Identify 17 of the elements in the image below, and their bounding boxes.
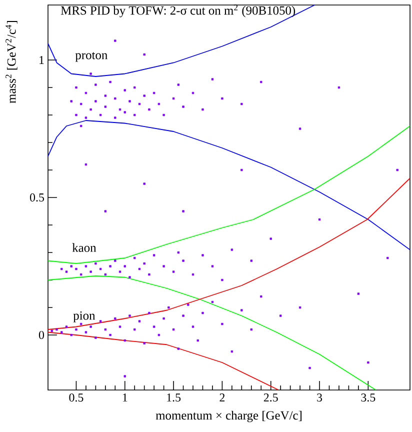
x-tick-label: 1 (122, 394, 128, 402)
y-axis-title: mass$^{2}$ [GeV$^{2}$/c$^{4}$] (6, 20, 18, 104)
annotation: pion (73, 311, 96, 322)
x-tick-label: 0.5 (69, 394, 84, 402)
x-tick-label: 3.5 (361, 394, 376, 402)
x-tick-label: 2.5 (264, 394, 278, 402)
x-tick-label: 3 (317, 394, 322, 402)
annotation: kaon (72, 243, 96, 252)
y-tick-label: 0 (38, 330, 44, 340)
x-tick-label: 2 (220, 394, 225, 402)
x-axis-title: momentum × charge [GeV/c] (156, 410, 302, 422)
chart-title: MRS PID by TOFW: 2-σ cut on m$^{2}$ (90B1050) (60, 4, 296, 18)
y-tick-label: 0.5 (30, 193, 44, 202)
line-series (48, 4, 316, 77)
x-tick-label: 1.5 (167, 394, 181, 402)
annotation: proton (75, 52, 108, 62)
y-tick-label: 1 (40, 56, 44, 64)
